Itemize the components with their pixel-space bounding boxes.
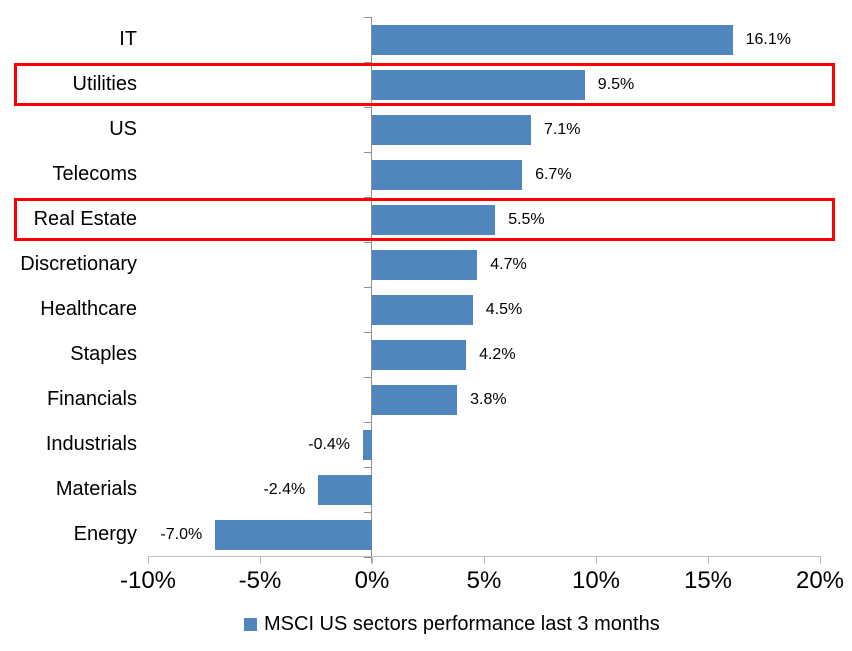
- x-axis-tick: [147, 557, 149, 564]
- y-axis-tick: [364, 422, 371, 423]
- bar: [372, 24, 733, 55]
- x-axis-tick: [371, 557, 373, 564]
- y-axis-tick: [364, 332, 371, 333]
- legend-label: MSCI US sectors performance last 3 month…: [264, 613, 660, 635]
- x-axis-tick: [259, 557, 261, 564]
- legend: MSCI US sectors performance last 3 month…: [244, 610, 660, 638]
- x-tick-label: 10%: [571, 567, 621, 594]
- x-axis-tick: [595, 557, 597, 564]
- bar: [372, 159, 523, 190]
- y-axis-tick: [364, 512, 371, 513]
- y-axis-tick: [364, 197, 371, 198]
- value-label: 9.5%: [597, 75, 635, 93]
- x-tick-label: 15%: [683, 567, 733, 594]
- value-label: 3.8%: [470, 390, 507, 408]
- highlight-box: [14, 63, 835, 106]
- value-label: 5.5%: [508, 210, 545, 228]
- category-label: Utilities: [72, 73, 137, 95]
- category-label: Discretionary: [20, 253, 137, 275]
- y-axis-tick: [364, 242, 371, 243]
- category-label: Industrials: [45, 433, 137, 455]
- x-tick-label: -5%: [238, 567, 282, 594]
- value-label: -7.0%: [160, 525, 203, 543]
- x-axis-tick: [819, 557, 821, 564]
- x-axis-line: [148, 556, 821, 557]
- y-axis-tick: [364, 107, 371, 108]
- legend-marker: [244, 617, 257, 631]
- category-label: Materials: [55, 478, 137, 500]
- bar: [372, 384, 458, 415]
- x-tick-label: 5%: [466, 567, 502, 594]
- y-axis-line: [371, 17, 372, 563]
- x-tick-label: -10%: [119, 567, 177, 594]
- x-tick-label: 0%: [354, 567, 390, 594]
- value-label: 7.1%: [544, 120, 581, 138]
- category-label: Healthcare: [40, 298, 137, 320]
- bar: [215, 519, 372, 550]
- bar: [363, 429, 372, 460]
- value-label: 16.1%: [745, 30, 791, 48]
- category-label: Real Estate: [33, 208, 137, 230]
- bar: [372, 69, 585, 100]
- value-label: 4.5%: [485, 300, 523, 318]
- value-label: 4.7%: [490, 255, 527, 273]
- x-axis-tick: [707, 557, 709, 564]
- value-label: -2.4%: [263, 480, 306, 498]
- highlight-box: [14, 198, 835, 241]
- bar: [372, 339, 467, 370]
- bar: [372, 294, 473, 325]
- y-axis-tick: [364, 62, 371, 63]
- y-axis-tick: [364, 287, 371, 288]
- category-label: IT: [119, 28, 137, 50]
- category-label: US: [109, 118, 137, 140]
- x-axis-tick: [483, 557, 485, 564]
- category-label: Financials: [46, 388, 137, 410]
- bar: [372, 204, 496, 235]
- bar: [372, 249, 478, 280]
- y-axis-tick: [364, 17, 371, 18]
- y-axis-tick: [364, 377, 371, 378]
- y-axis-tick: [364, 152, 371, 153]
- y-axis-tick: [364, 557, 371, 558]
- value-label: 6.7%: [535, 165, 572, 183]
- category-label: Energy: [73, 523, 137, 545]
- value-label: 4.2%: [479, 345, 516, 363]
- category-label: Staples: [70, 343, 137, 365]
- bar: [372, 114, 532, 145]
- category-label: Telecoms: [52, 163, 137, 185]
- y-axis-tick: [364, 467, 371, 468]
- x-tick-label: 20%: [795, 567, 845, 594]
- bar: [318, 474, 372, 505]
- value-label: -0.4%: [308, 435, 351, 453]
